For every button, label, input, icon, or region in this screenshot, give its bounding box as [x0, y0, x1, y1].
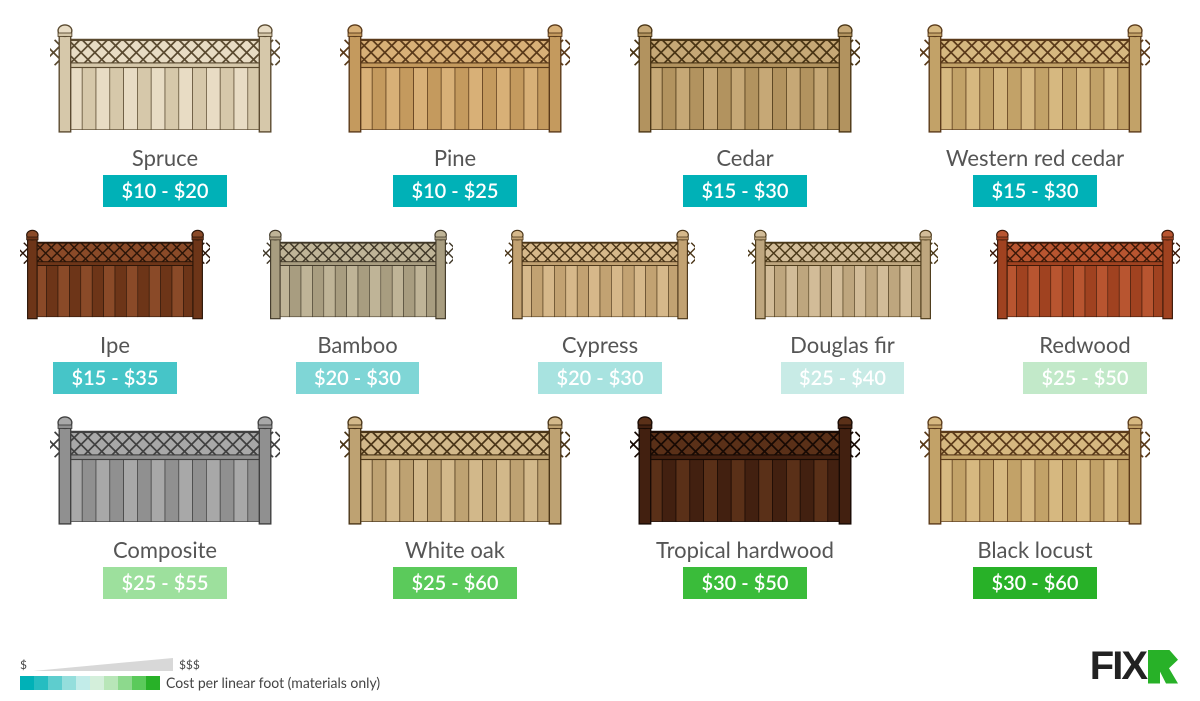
- fence-row: Spruce $10 - $20 Pine $10 - $25 Cedar $15 -…: [20, 20, 1180, 207]
- price-badge: $25 - $50: [1023, 362, 1146, 394]
- price-badge: $25 - $60: [393, 567, 516, 599]
- fence-card: Composite $25 - $55: [50, 412, 280, 599]
- fence-card: Ipe $15 - $35: [20, 225, 210, 394]
- legend-low: $: [20, 657, 27, 672]
- price-badge: $10 - $20: [103, 175, 226, 207]
- logo-r-icon: [1148, 650, 1178, 684]
- fence-card: Western red cedar $15 - $30: [920, 20, 1150, 207]
- fence-label: Black locust: [977, 536, 1092, 563]
- swatch: [76, 676, 90, 690]
- fence-icon: [340, 412, 570, 530]
- price-badge: $25 - $55: [103, 567, 226, 599]
- legend-high: $$$: [179, 657, 200, 672]
- fence-label: Western red cedar: [946, 144, 1124, 171]
- price-badge: $25 - $40: [781, 362, 904, 394]
- swatch: [20, 676, 34, 690]
- legend-wedge-icon: [33, 658, 173, 672]
- fence-card: Bamboo $20 - $30: [263, 225, 453, 394]
- fence-card: Cedar $15 - $30: [630, 20, 860, 207]
- legend-caption: Cost per linear foot (materials only): [166, 674, 380, 691]
- price-badge: $10 - $25: [393, 175, 516, 207]
- price-badge: $20 - $30: [296, 362, 419, 394]
- fence-card: White oak $25 - $60: [340, 412, 570, 599]
- fence-label: Composite: [113, 536, 217, 563]
- fence-label: Douglas fir: [790, 331, 895, 358]
- price-badge: $30 - $50: [683, 567, 806, 599]
- fence-label: Pine: [434, 144, 476, 171]
- swatch: [132, 676, 146, 690]
- logo-text: FIX: [1090, 644, 1146, 689]
- fence-icon: [920, 20, 1150, 138]
- fence-row: Composite $25 - $55 White oak $25 - $60 Tr…: [20, 412, 1180, 599]
- fence-card: Pine $10 - $25: [340, 20, 570, 207]
- fixr-logo: FIX: [1090, 644, 1178, 689]
- fence-icon: [748, 225, 938, 325]
- legend-scale: $ $$$: [20, 657, 380, 672]
- legend-swatches: [20, 676, 160, 690]
- fence-icon: [630, 20, 860, 138]
- fence-icon: [50, 412, 280, 530]
- fence-label: Tropical hardwood: [656, 536, 834, 563]
- swatch: [104, 676, 118, 690]
- fence-card: Spruce $10 - $20: [50, 20, 280, 207]
- fence-card: Tropical hardwood $30 - $50: [630, 412, 860, 599]
- swatch: [62, 676, 76, 690]
- price-badge: $20 - $30: [538, 362, 661, 394]
- fence-icon: [50, 20, 280, 138]
- fence-card: Redwood $25 - $50: [990, 225, 1180, 394]
- fence-icon: [505, 225, 695, 325]
- fence-label: Spruce: [132, 144, 198, 171]
- price-badge: $15 - $30: [683, 175, 806, 207]
- fence-label: Cedar: [716, 144, 773, 171]
- legend: $ $$$ Cost per linear foot (materials on…: [20, 657, 380, 691]
- fence-icon: [990, 225, 1180, 325]
- fence-card: Douglas fir $25 - $40: [748, 225, 938, 394]
- swatch: [90, 676, 104, 690]
- fence-label: White oak: [405, 536, 505, 563]
- fence-label: Cypress: [562, 331, 638, 358]
- fence-card: Black locust $30 - $60: [920, 412, 1150, 599]
- fence-card: Cypress $20 - $30: [505, 225, 695, 394]
- swatch: [118, 676, 132, 690]
- price-badge: $15 - $30: [973, 175, 1096, 207]
- fence-icon: [263, 225, 453, 325]
- price-badge: $30 - $60: [973, 567, 1096, 599]
- fence-label: Bamboo: [317, 331, 397, 358]
- fence-icon: [340, 20, 570, 138]
- fence-icon: [20, 225, 210, 325]
- fence-icon: [630, 412, 860, 530]
- swatch: [48, 676, 62, 690]
- fence-label: Redwood: [1039, 331, 1130, 358]
- swatch: [34, 676, 48, 690]
- price-badge: $15 - $35: [53, 362, 176, 394]
- fence-row: Ipe $15 - $35 Bamboo $20 - $30 Cypress $20 …: [20, 225, 1180, 394]
- swatch: [146, 676, 160, 690]
- fence-icon: [920, 412, 1150, 530]
- fence-label: Ipe: [100, 331, 130, 358]
- legend-swatch-row: Cost per linear foot (materials only): [20, 674, 380, 691]
